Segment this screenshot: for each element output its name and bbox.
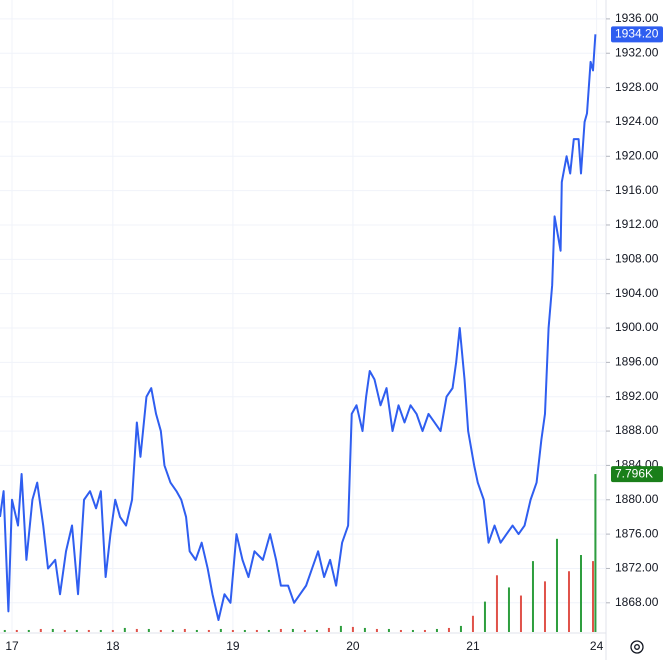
volume-bar bbox=[567, 571, 570, 632]
volume-bar bbox=[387, 628, 390, 632]
x-tick-label: 21 bbox=[466, 639, 480, 653]
x-tick-label: 19 bbox=[226, 639, 240, 653]
volume-bar bbox=[327, 627, 330, 632]
volume-bar bbox=[543, 581, 546, 632]
volume-bar bbox=[27, 629, 30, 632]
volume-bar bbox=[363, 627, 366, 632]
volume-bar bbox=[555, 538, 558, 632]
volume-bar bbox=[459, 625, 462, 632]
gear-outer bbox=[630, 640, 644, 654]
volume-bar bbox=[231, 629, 234, 632]
volume-bar bbox=[435, 628, 438, 632]
y-tick-label: 1908.00 bbox=[615, 251, 659, 265]
y-tick-label: 1912.00 bbox=[615, 217, 659, 231]
last-value-label: 1934.20 bbox=[615, 27, 659, 41]
volume-bar bbox=[219, 628, 222, 632]
volume-bar bbox=[135, 628, 138, 632]
y-tick-label: 1932.00 bbox=[615, 45, 659, 59]
volume-bar bbox=[39, 628, 42, 632]
gear-inner bbox=[634, 644, 640, 650]
volume-bar bbox=[171, 629, 174, 632]
volume-bar bbox=[591, 561, 594, 632]
y-tick-label: 1892.00 bbox=[615, 389, 659, 403]
volume-bar bbox=[495, 575, 498, 632]
last-value-tag bbox=[611, 26, 663, 43]
y-tick-label: 1872.00 bbox=[615, 561, 659, 575]
volume-bar bbox=[339, 625, 342, 632]
x-tick-label: 20 bbox=[346, 639, 360, 653]
volume-bar bbox=[411, 629, 414, 632]
volume-bar bbox=[594, 474, 597, 632]
axes: 1868.001872.001876.001880.001884.001888.… bbox=[5, 11, 658, 653]
volume-bar bbox=[279, 628, 282, 632]
grid bbox=[0, 0, 605, 632]
volume-bar bbox=[147, 628, 150, 632]
volume-bar bbox=[447, 627, 450, 632]
volume-bar bbox=[303, 629, 306, 632]
tags: 1934.20 7.796K bbox=[611, 26, 663, 483]
volume-bar bbox=[195, 629, 198, 632]
volume-bar bbox=[423, 629, 426, 632]
volume-bar bbox=[351, 626, 354, 632]
volume-bar bbox=[87, 629, 90, 632]
volume-bar bbox=[291, 628, 294, 632]
volume-bar bbox=[267, 629, 270, 632]
volume-bar bbox=[375, 628, 378, 632]
y-tick-label: 1868.00 bbox=[615, 595, 659, 609]
x-tick-label: 24 bbox=[590, 639, 604, 653]
volume-bar bbox=[75, 629, 78, 632]
y-tick-label: 1900.00 bbox=[615, 320, 659, 334]
volume-bar bbox=[183, 628, 186, 632]
volume-bar bbox=[111, 629, 114, 632]
volume-bar bbox=[63, 629, 66, 632]
last-value-tag bbox=[611, 466, 663, 483]
volume-bar bbox=[99, 629, 102, 632]
volume-bar bbox=[507, 587, 510, 632]
volume-bar bbox=[207, 629, 210, 632]
volume-bar bbox=[315, 629, 318, 632]
y-tick-label: 1924.00 bbox=[615, 114, 659, 128]
volume-bar bbox=[519, 595, 522, 632]
y-tick-label: 1904.00 bbox=[615, 286, 659, 300]
y-tick-label: 1876.00 bbox=[615, 526, 659, 540]
volume-bar bbox=[51, 628, 54, 632]
volume-bar bbox=[3, 629, 6, 632]
y-tick-label: 1928.00 bbox=[615, 80, 659, 94]
volume-bar bbox=[399, 629, 402, 632]
volume-bar bbox=[579, 555, 582, 632]
volume-bar bbox=[243, 629, 246, 632]
y-tick-label: 1880.00 bbox=[615, 492, 659, 506]
y-tick-label: 1916.00 bbox=[615, 183, 659, 197]
volume-bar bbox=[15, 629, 18, 632]
y-tick-label: 1896.00 bbox=[615, 355, 659, 369]
last-value-label: 7.796K bbox=[615, 466, 653, 480]
price-line bbox=[0, 34, 597, 621]
volume-bar bbox=[159, 629, 162, 632]
volume-bar bbox=[471, 615, 474, 632]
y-tick-label: 1920.00 bbox=[615, 148, 659, 162]
y-tick-label: 1888.00 bbox=[615, 423, 659, 437]
volume-bar bbox=[483, 601, 486, 632]
y-tick-label: 1936.00 bbox=[615, 11, 659, 25]
volume-bar bbox=[255, 629, 258, 632]
volume-bar bbox=[123, 627, 126, 632]
volume-bar bbox=[531, 561, 534, 632]
price-line bbox=[0, 34, 597, 621]
settings-icon[interactable] bbox=[630, 640, 644, 654]
x-tick-label: 17 bbox=[5, 639, 19, 653]
volume bbox=[3, 474, 597, 632]
x-tick-label: 18 bbox=[106, 639, 120, 653]
